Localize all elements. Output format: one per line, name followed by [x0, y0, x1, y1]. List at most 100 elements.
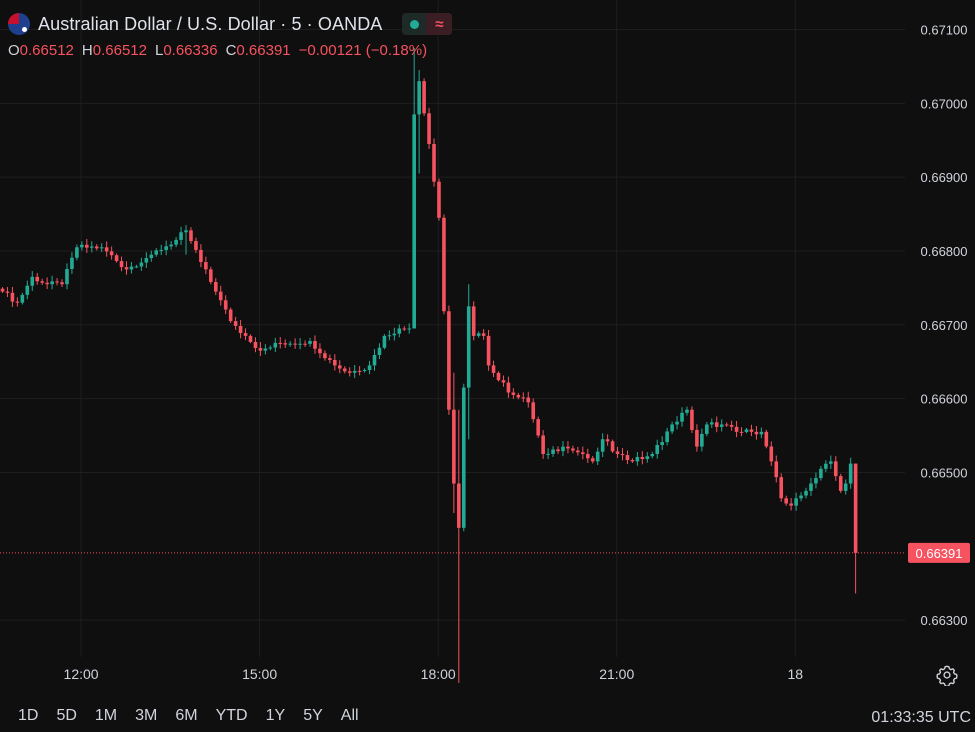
y-tick-label: 0.67000: [921, 96, 968, 111]
candle: [665, 427, 669, 446]
candle: [25, 280, 30, 300]
candle: [471, 301, 476, 341]
candle: [774, 455, 779, 483]
range-5d[interactable]: 5D: [56, 707, 77, 724]
candle: [734, 420, 739, 438]
candle: [417, 70, 421, 174]
candle: [60, 279, 64, 288]
x-tick-label: 12:00: [64, 666, 99, 682]
change-value: −0.00121 (−0.18%): [298, 42, 428, 59]
range-6m[interactable]: 6M: [175, 707, 198, 724]
aud-usd-flag-icon: [8, 13, 30, 35]
candle: [764, 429, 769, 449]
range-5y[interactable]: 5Y: [303, 707, 323, 724]
candle: [342, 366, 347, 374]
candle: [427, 107, 431, 149]
candle: [695, 424, 699, 452]
range-3m[interactable]: 3M: [135, 707, 158, 724]
candle: [243, 328, 248, 341]
price-axis[interactable]: 0.67100 0.67000 0.66900 0.66800 0.66700 0.666…: [921, 23, 968, 629]
candle: [700, 428, 704, 452]
candle: [754, 425, 759, 440]
candle: [55, 278, 59, 286]
candle: [174, 237, 178, 248]
candle: [253, 337, 258, 353]
candle: [273, 337, 278, 353]
candle: [10, 286, 15, 307]
candle: [675, 416, 679, 430]
candle: [749, 424, 754, 437]
range-1m[interactable]: 1M: [94, 707, 118, 724]
x-tick-label: 21:00: [599, 666, 634, 682]
candle: [635, 452, 640, 466]
candle: [481, 329, 486, 340]
candle: [536, 416, 540, 438]
x-tick-label: 15:00: [242, 666, 277, 682]
utc-clock[interactable]: 01:33:35 UTC: [871, 709, 971, 726]
candle: [248, 334, 253, 344]
candle: [680, 407, 684, 427]
candle: [213, 278, 218, 296]
high-value: 0.66512: [92, 42, 147, 59]
time-axis[interactable]: 12:00 15:00 18:00 21:00 18: [64, 666, 804, 682]
candle: [144, 252, 149, 268]
candle: [714, 416, 719, 433]
market-status[interactable]: ≈: [402, 13, 453, 35]
candle: [709, 418, 714, 428]
candle: [65, 263, 69, 290]
candle: [630, 458, 635, 463]
candle: [298, 338, 302, 350]
market-open-icon: [402, 13, 427, 35]
candle: [670, 421, 674, 435]
symbol-title[interactable]: Australian Dollar / U.S. Dollar · 5 · OA…: [38, 13, 383, 34]
candle: [189, 227, 193, 244]
candle: [705, 421, 709, 437]
candle: [169, 241, 173, 250]
settings-gear-icon[interactable]: [936, 664, 958, 686]
candle: [819, 465, 823, 481]
y-tick-label: 0.66900: [921, 170, 968, 185]
candle: [308, 337, 312, 347]
candle: [199, 244, 203, 268]
candle: [233, 316, 238, 330]
candle: [581, 446, 585, 460]
range-selector: 1D 5D 1M 3M 6M YTD 1Y 5Y All: [8, 707, 367, 725]
candle: [40, 278, 44, 286]
candle: [387, 330, 392, 341]
range-1d[interactable]: 1D: [18, 707, 39, 724]
candle: [491, 360, 496, 378]
candle: [313, 335, 317, 354]
close-value: 0.66391: [236, 42, 291, 59]
candle: [516, 392, 521, 400]
candle: [402, 326, 407, 331]
range-all[interactable]: All: [340, 707, 359, 724]
candle: [75, 244, 79, 261]
candle: [45, 277, 49, 290]
candle: [407, 323, 412, 334]
candle: [362, 368, 367, 373]
y-tick-label: 0.66300: [921, 613, 968, 628]
close-label: C: [225, 42, 237, 59]
candles: [0, 47, 858, 683]
candle: [600, 433, 605, 457]
candle: [799, 492, 803, 502]
candle: [228, 307, 233, 323]
candle: [476, 331, 481, 338]
range-1y[interactable]: 1Y: [265, 707, 286, 724]
candle: [521, 392, 526, 403]
candle: [571, 445, 575, 454]
candle: [263, 344, 268, 355]
candle: [278, 337, 283, 349]
candle: [20, 292, 25, 305]
candle: [347, 367, 352, 377]
candle: [159, 244, 164, 256]
x-tick-label: 18:00: [421, 666, 456, 682]
range-ytd[interactable]: YTD: [215, 707, 248, 724]
y-tick-label: 0.66700: [921, 318, 968, 333]
candle: [546, 448, 550, 460]
candle: [566, 441, 570, 454]
candle: [804, 487, 808, 499]
candle: [506, 376, 511, 398]
